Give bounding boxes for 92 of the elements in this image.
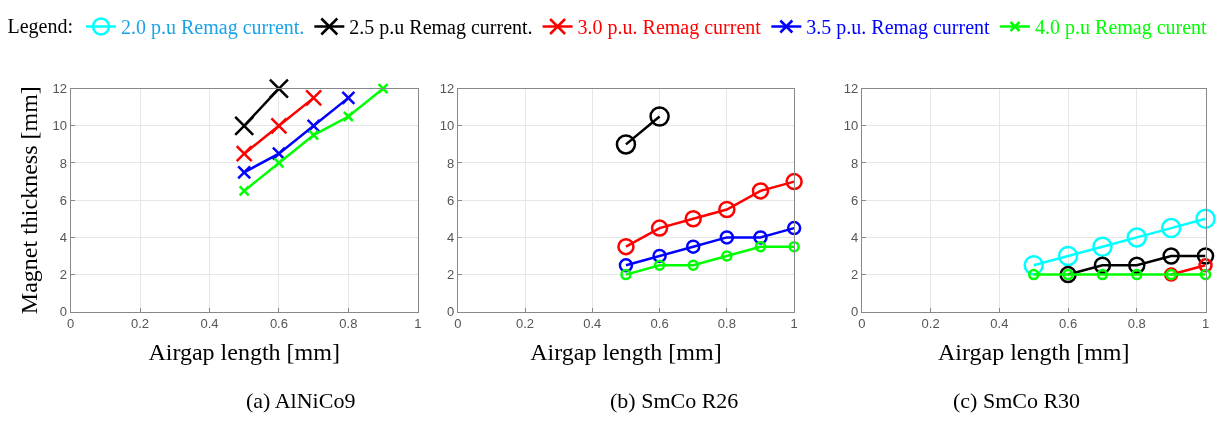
legend-label: 3.5 p.u. Remag current [806, 16, 991, 40]
y-tick-label: 2 [59, 267, 67, 283]
point [1027, 268, 1040, 281]
point [1195, 208, 1216, 230]
point [754, 240, 767, 253]
legend-title: Legend: [7, 15, 74, 38]
x-axis-title: Airgap length [mm] [937, 338, 1130, 365]
y-tick-label: 4 [446, 229, 455, 245]
x-axis-title: Airgap length [mm] [530, 338, 722, 365]
point [341, 90, 356, 106]
y-tick-label: 8 [446, 155, 455, 171]
point [1196, 247, 1215, 265]
point [649, 106, 670, 127]
point [1057, 245, 1079, 267]
text: (c) SmCo R30 [953, 388, 1081, 413]
point [785, 172, 803, 191]
y-axis-title: Magnet thickness [mm] [15, 86, 42, 315]
y-tick-label: 8 [59, 155, 67, 171]
point [233, 115, 255, 137]
x-tick-label: 0.8 [339, 316, 358, 332]
point [271, 146, 287, 161]
point [304, 89, 323, 107]
y-tick-label: 2 [851, 267, 859, 283]
text: (b) SmCo R26 [610, 388, 739, 413]
x-tick-label: 0.4 [200, 316, 219, 332]
point [684, 210, 702, 228]
point [751, 182, 770, 200]
y-tick-label: 0 [851, 304, 859, 320]
legend-label: 3.0 p.u. Remag current [577, 16, 762, 40]
point [307, 129, 320, 141]
x-tick-label: 1 [1201, 316, 1210, 332]
y-tick-label: 0 [59, 304, 67, 320]
x-tick-label: 0.4 [990, 316, 1009, 332]
point [617, 237, 635, 256]
x-tick-label: 0.6 [650, 316, 669, 332]
point [342, 110, 355, 123]
point [268, 78, 290, 99]
y-tick-label: 10 [439, 118, 455, 134]
point [1128, 256, 1146, 275]
point [788, 240, 800, 253]
point [653, 259, 666, 272]
point [238, 185, 250, 197]
legend-label: 4.0 p.u Remag curent [1035, 16, 1208, 40]
point [1162, 247, 1180, 265]
x-tick-label: 0.4 [583, 316, 602, 332]
x-tick-label: 0.2 [130, 316, 150, 332]
x-tick-label: 0.6 [1059, 316, 1078, 332]
point [687, 259, 699, 272]
legend-label: 2.5 p.u Remag current. [349, 16, 533, 40]
point [718, 200, 736, 219]
y-tick-label: 6 [59, 192, 67, 208]
y-tick-label: 0 [446, 304, 455, 320]
point [615, 134, 637, 155]
point [719, 230, 735, 245]
point [1126, 227, 1148, 248]
point [273, 157, 285, 169]
x-tick-label: 0.8 [1127, 316, 1146, 332]
point [721, 250, 733, 262]
y-tick-label: 12 [843, 81, 859, 97]
y-tick-label: 4 [851, 229, 859, 245]
point [377, 82, 389, 95]
point [685, 239, 701, 254]
x-tick-label: 1 [414, 316, 422, 332]
point [1092, 236, 1113, 257]
x-tick-label: 0.2 [515, 316, 535, 332]
y-tick-label: 2 [446, 267, 455, 283]
point [650, 219, 669, 237]
point [236, 165, 252, 180]
x-tick-label: 0.8 [717, 316, 736, 332]
text: (a) AlNiCo9 [246, 388, 356, 413]
point [620, 268, 632, 281]
y-tick-label: 6 [851, 192, 859, 208]
y-tick-label: 10 [52, 118, 67, 134]
point [1160, 217, 1182, 239]
legend-label: 2.0 p.u Remag current. [121, 16, 305, 40]
point [1131, 268, 1143, 281]
point [1096, 268, 1109, 281]
x-tick-label: 0.2 [921, 316, 940, 332]
x-tick-label: 0.6 [269, 316, 288, 332]
point [270, 117, 288, 135]
x-axis-title: Airgap length [mm] [148, 338, 340, 365]
y-tick-label: 12 [439, 81, 455, 97]
y-tick-label: 4 [59, 229, 67, 245]
y-tick-label: 8 [851, 155, 859, 171]
y-tick-label: 10 [843, 118, 859, 134]
point [1093, 256, 1112, 275]
y-tick-label: 6 [446, 192, 455, 208]
point [786, 220, 802, 236]
point [235, 144, 253, 163]
point [1199, 268, 1212, 281]
x-tick-label: 1 [790, 316, 798, 332]
y-tick-label: 12 [52, 81, 67, 97]
